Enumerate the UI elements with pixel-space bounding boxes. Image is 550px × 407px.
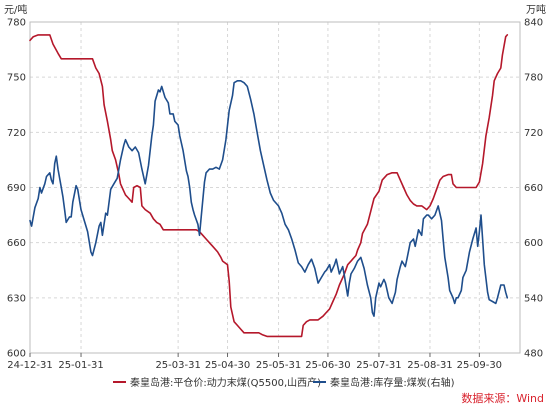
right-axis-ticks: 480 540 600 660 720 780 840 [524,18,543,360]
x-tick-label: 25-03-31 [155,360,200,371]
series-line-stock [29,80,509,318]
left-tick-label: 660 [7,238,26,249]
x-tick-label: 25-09-30 [457,360,502,371]
data-source-label: 数据来源：Wind [461,391,544,405]
left-tick-label: 720 [7,128,26,139]
legend: 秦皇岛港:平仓价:动力末煤(Q5500,山西产) 秦皇岛港:库存量:煤炭(右轴) [113,376,455,389]
x-tick-label: 25-04-30 [205,360,250,371]
x-axis-ticks: 24-12-31 25-01-31 25-03-31 25-04-30 25-05-31… [7,353,502,371]
left-tick-label: 750 [7,73,26,84]
x-tick-label: 25-01-31 [58,360,103,371]
right-axis-unit-label: 万吨 [526,3,546,16]
x-tick-label: 25-05-31 [256,360,301,371]
legend-label-stock: 秦皇岛港:库存量:煤炭(右轴) [330,376,455,389]
left-tick-label: 780 [7,18,26,29]
legend-label-price: 秦皇岛港:平仓价:动力末煤(Q5500,山西产) [130,376,321,389]
x-tick-label: 24-12-31 [7,360,52,371]
legend-item-stock[interactable]: 秦皇岛港:库存量:煤炭(右轴) [313,376,455,389]
right-tick-label: 720 [524,128,543,139]
right-tick-label: 480 [524,349,543,360]
right-tick-label: 660 [524,183,543,194]
right-tick-label: 780 [524,73,543,84]
right-tick-label: 600 [524,238,543,249]
x-tick-label: 25-06-30 [305,360,350,371]
x-tick-label: 25-07-31 [356,360,401,371]
left-tick-label: 600 [7,349,26,360]
plot-border [29,21,521,354]
right-tick-label: 840 [524,18,543,29]
legend-item-price[interactable]: 秦皇岛港:平仓价:动力末煤(Q5500,山西产) [113,376,321,389]
left-tick-label: 630 [7,293,26,304]
series-layer [29,34,509,338]
left-tick-label: 690 [7,183,26,194]
plot-frame [29,21,521,354]
left-axis-unit-label: 元/吨 [4,3,27,16]
x-tick-label: 25-08-31 [407,360,452,371]
right-tick-label: 540 [524,293,543,304]
left-axis-ticks: 600 630 660 690 720 750 780 [7,18,26,360]
